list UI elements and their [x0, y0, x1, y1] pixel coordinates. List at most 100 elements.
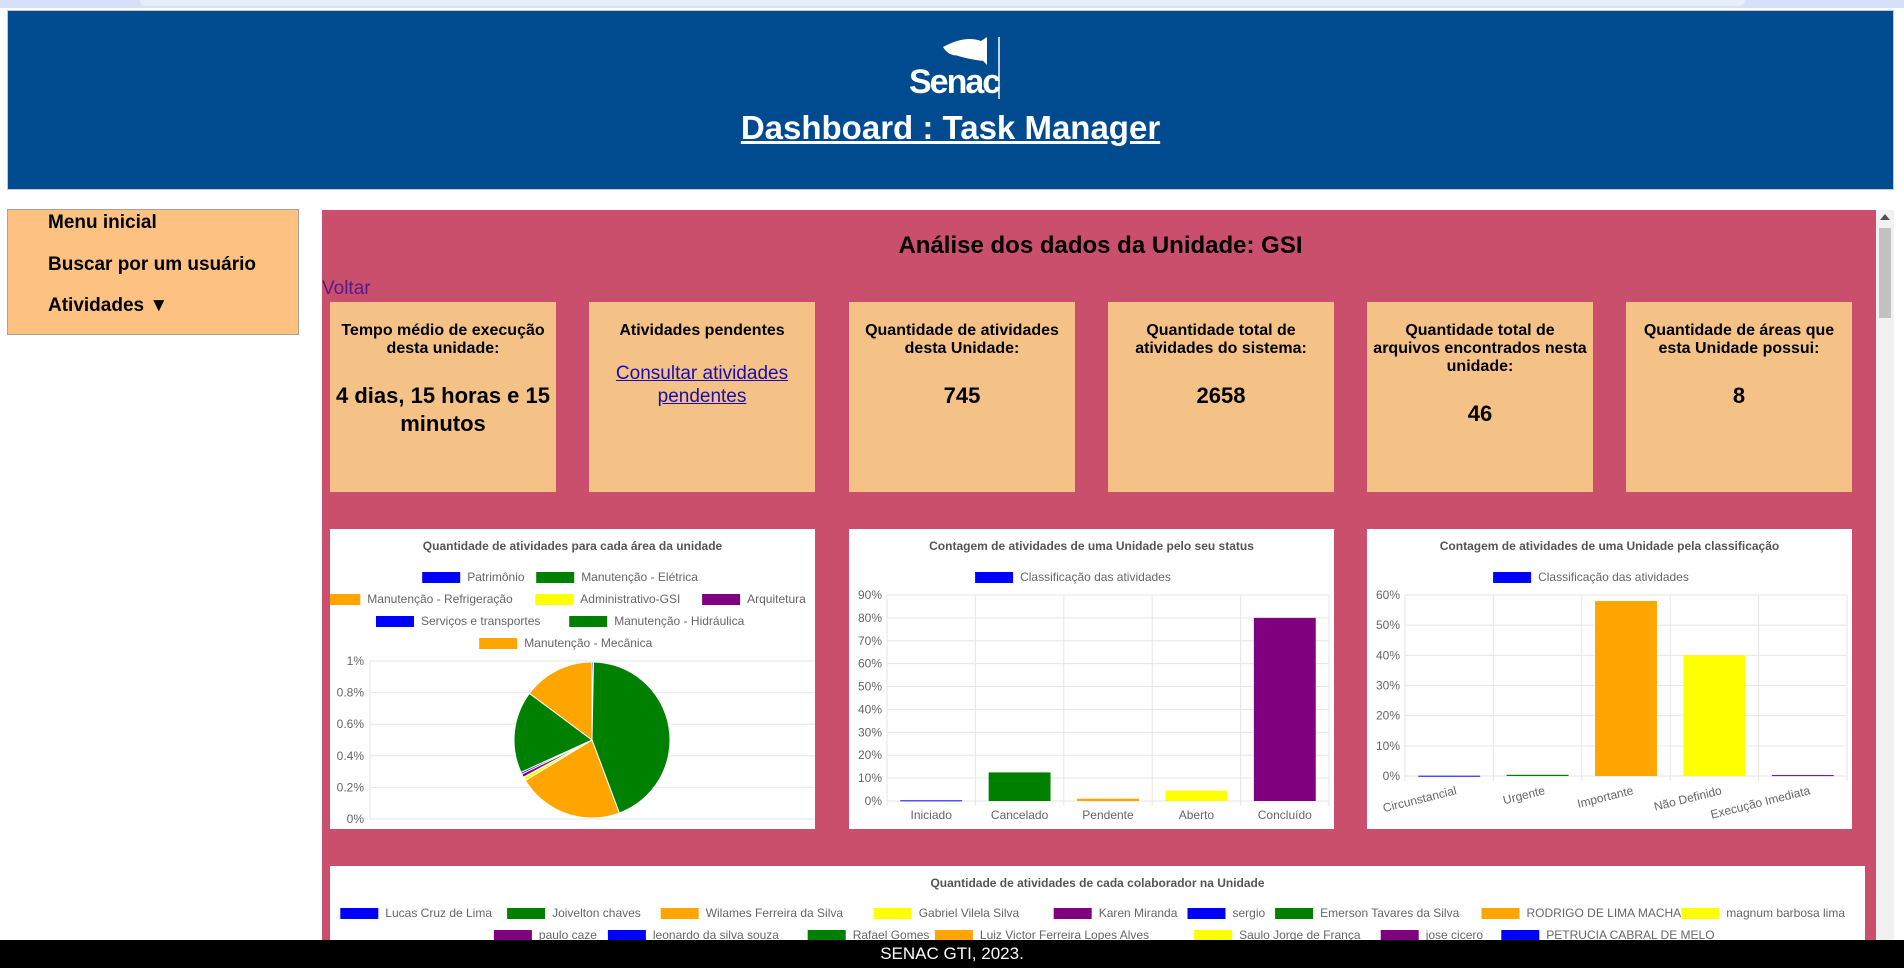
y-tick-label: 50%: [1376, 618, 1400, 632]
legend-label: Manutenção - Refrigeração: [367, 592, 513, 606]
sidebar-item-atividades[interactable]: Atividades ▼: [48, 295, 168, 317]
legend-swatch: [1681, 908, 1719, 919]
card-value: 2658: [1112, 382, 1330, 410]
legend-label: RODRIGO DE LIMA MACHADO: [1527, 906, 1700, 920]
card-label: Tempo médio de execução desta unidade:: [334, 322, 552, 358]
legend-swatch: [1493, 572, 1531, 583]
bar: [1507, 775, 1569, 776]
legend-swatch: [702, 594, 740, 605]
main-panel: Análise dos dados da Unidade: GSI Voltar…: [322, 210, 1879, 940]
sidebar: Menu inicial Buscar por um usuário Ativi…: [7, 209, 299, 335]
bar: [1418, 776, 1480, 777]
y-tick-label: 80%: [858, 611, 882, 625]
card-value: 8: [1630, 382, 1848, 410]
legend-swatch: [935, 930, 973, 940]
page-title[interactable]: Dashboard : Task Manager: [8, 109, 1893, 147]
legend-swatch: [340, 908, 378, 919]
classificacao-bar-chart-svg: Classificação das atividades 0% 10% 20% 30% 4…: [1367, 529, 1852, 829]
legend-label: Rafael Gomes: [853, 928, 930, 940]
legend-swatch: [535, 594, 573, 605]
legend-label: Lucas Cruz de Lima: [385, 906, 492, 920]
bar: [900, 800, 962, 801]
legend-label: Administrativo-GSI: [580, 592, 680, 606]
bar: [1683, 655, 1745, 776]
legend-label: Joivelton chaves: [552, 906, 641, 920]
legend-label: Luiz Victor Ferreira Lopes Alves: [980, 928, 1149, 940]
back-link[interactable]: Voltar: [322, 278, 371, 300]
legend-swatch: [808, 930, 846, 940]
legend-swatch: [1054, 908, 1092, 919]
y-tick-label: 20%: [858, 748, 882, 762]
y-tick-label: 0.6%: [337, 717, 365, 731]
address-bar[interactable]: [140, 0, 1745, 6]
sidebar-item-buscar-usuario[interactable]: Buscar por um usuário: [48, 254, 256, 276]
y-tick-label: 60%: [858, 657, 882, 671]
legend-swatch: [569, 616, 607, 627]
card-arquivos: Quantidade total de arquivos encontrados…: [1367, 302, 1593, 492]
y-tick-label: 90%: [858, 588, 882, 602]
legend-swatch: [1188, 908, 1226, 919]
bar: [1165, 791, 1227, 801]
y-tick-label: 0.2%: [337, 780, 365, 794]
legend-label: Manutenção - Elétrica: [581, 570, 698, 584]
pie-chart-svg: Patrimônio Manutenção - Elétrica Manutençã…: [330, 529, 815, 829]
card-areas: Quantidade de áreas que esta Unidade pos…: [1626, 302, 1852, 492]
browser-address-strip: [0, 0, 1904, 8]
legend-swatch: [975, 572, 1013, 583]
card-tempo-medio: Tempo médio de execução desta unidade: 4…: [330, 302, 556, 492]
legend-label: Classificação das atividades: [1020, 570, 1171, 584]
card-atividades-pendentes: Atividades pendentes Consultar atividade…: [589, 302, 815, 492]
legend-label: Saulo Jorge de França: [1239, 928, 1361, 940]
y-tick-label: 30%: [858, 725, 882, 739]
consultar-pendentes-link[interactable]: Consultar atividades pendentes: [593, 362, 811, 408]
y-tick-label: 40%: [858, 702, 882, 716]
legend-swatch: [376, 616, 414, 627]
chart-status-bar: Contagem de atividades de uma Unidade pe…: [849, 529, 1334, 829]
y-tick-label: 0%: [1383, 769, 1401, 783]
chart-title: Quantidade de atividades para cada área …: [330, 539, 815, 553]
scroll-thumb[interactable]: [1879, 228, 1891, 318]
bar: [1772, 775, 1834, 776]
legend-label: paulo caze: [539, 928, 597, 940]
panel-scrollbar[interactable]: [1876, 210, 1894, 940]
sidebar-item-menu-inicial[interactable]: Menu inicial: [48, 212, 157, 234]
logo-text: Senac: [909, 63, 999, 102]
legend-swatch: [874, 908, 912, 919]
legend-swatch: [1381, 930, 1419, 940]
card-value: 46: [1371, 400, 1589, 428]
x-tick-label: Urgente: [1502, 783, 1547, 807]
scroll-up-arrow-icon[interactable]: [1880, 214, 1890, 220]
y-tick-label: 20%: [1376, 709, 1400, 723]
y-tick-label: 1%: [347, 654, 365, 668]
y-tick-label: 50%: [858, 680, 882, 694]
card-label: Quantidade total de atividades do sistem…: [1112, 322, 1330, 358]
panel-title: Análise dos dados da Unidade: GSI: [322, 232, 1879, 260]
legend-swatch: [1194, 930, 1232, 940]
legend-label: Classificação das atividades: [1538, 570, 1689, 584]
bar: [1595, 601, 1657, 776]
card-quantidade-unidade: Quantidade de atividades desta Unidade: …: [849, 302, 1075, 492]
legend-swatch: [661, 908, 699, 919]
legend-label: Patrimônio: [467, 570, 525, 584]
legend-label: Manutenção - Hidráulica: [614, 614, 744, 628]
legend-swatch: [422, 572, 460, 583]
legend-label: Manutenção - Mecânica: [524, 636, 652, 650]
senac-logo: Senac: [903, 25, 1013, 101]
y-tick-label: 0%: [347, 812, 365, 826]
legend-label: Emerson Tavares da Silva: [1320, 906, 1460, 920]
bar: [1254, 618, 1316, 801]
legend-swatch: [330, 594, 360, 605]
legend-label: Wilames Ferreira da Silva: [706, 906, 844, 920]
card-quantidade-sistema: Quantidade total de atividades do sistem…: [1108, 302, 1334, 492]
card-label: Quantidade total de arquivos encontrados…: [1371, 322, 1589, 376]
legend-label: leonardo da silva souza: [653, 928, 779, 940]
card-label: Atividades pendentes: [593, 322, 811, 340]
chart-colaboradores: Quantidade de atividades de cada colabor…: [330, 866, 1865, 940]
bar: [989, 772, 1051, 801]
legend-swatch: [479, 638, 517, 649]
legend-label: Serviços e transportes: [421, 614, 540, 628]
chart-title: Contagem de atividades de uma Unidade pe…: [1367, 539, 1852, 553]
y-tick-label: 0.8%: [337, 686, 365, 700]
y-tick-label: 0.4%: [337, 749, 365, 763]
card-value: 4 dias, 15 horas e 15 minutos: [334, 382, 552, 438]
